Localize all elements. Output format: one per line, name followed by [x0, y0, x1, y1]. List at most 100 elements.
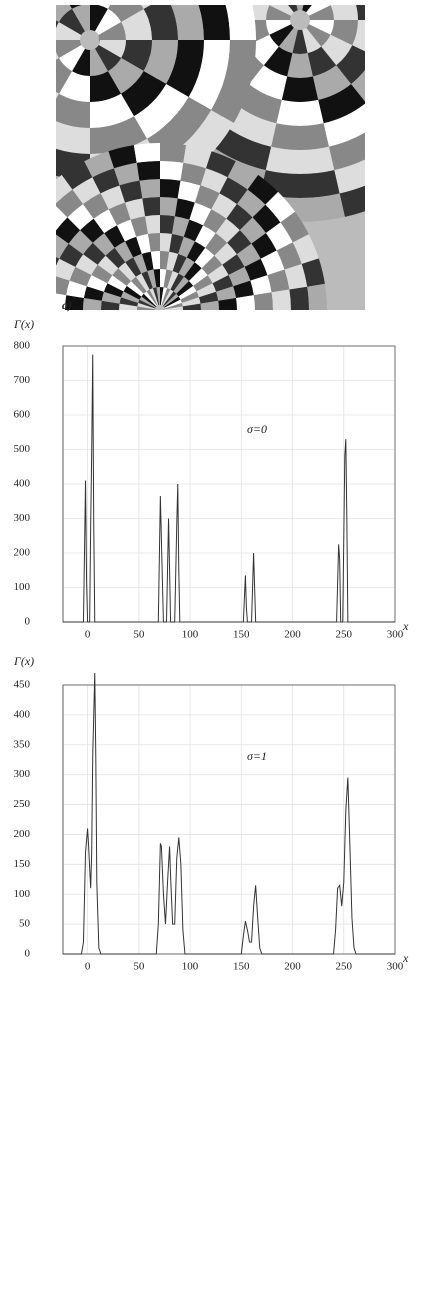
pattern-cell [330, 20, 359, 46]
pattern-cell [288, 5, 298, 13]
pattern-cell [214, 242, 237, 265]
pattern-cell [105, 247, 126, 269]
pattern-cell [164, 306, 183, 310]
pattern-cell [374, 0, 406, 20]
pattern-cell [260, 250, 285, 276]
pattern-cell [166, 251, 179, 271]
pattern-cell [254, 310, 273, 328]
pattern-cell [98, 5, 111, 9]
pattern-cell [92, 168, 120, 194]
pattern-cell [56, 257, 60, 266]
pattern-cell [396, 20, 421, 76]
pattern-cell [103, 283, 124, 298]
pattern-cell [146, 289, 158, 306]
pattern-cell [172, 253, 187, 274]
line [63, 354, 395, 623]
pattern-cell [136, 233, 151, 254]
pattern-cell [417, 0, 421, 20]
pattern-cell [292, 29, 308, 54]
pattern-cell [138, 312, 155, 321]
x-tick-label: 300 [387, 629, 404, 641]
pattern-cell [189, 202, 212, 226]
pattern-cell [356, 5, 365, 20]
pattern-cell [198, 5, 230, 40]
pattern-cell [130, 216, 148, 237]
pattern-cell [219, 177, 248, 204]
pattern-cell [67, 204, 94, 231]
pattern-cell [133, 253, 148, 274]
pattern-cell [56, 174, 73, 204]
pattern-cell [180, 291, 199, 303]
pattern-cell [237, 189, 266, 218]
pattern-cell [108, 145, 137, 169]
pattern-cell [247, 174, 279, 205]
pattern-cell [134, 84, 189, 139]
pattern-cell [302, 5, 312, 13]
pattern-cell [205, 233, 228, 256]
pattern-cell [172, 216, 190, 237]
pattern-cell [164, 312, 181, 323]
pattern-cell [228, 266, 251, 287]
pattern-cell [199, 316, 218, 328]
pattern-cell [56, 20, 59, 29]
pattern-cell [252, 204, 281, 233]
pattern-cell [56, 51, 59, 60]
pattern-cell [417, 20, 421, 87]
pattern-cell [165, 310, 183, 314]
pattern-cell [287, 53, 313, 78]
annotation: σ=0 [247, 422, 267, 436]
x-tick-label: 150 [233, 961, 250, 973]
pattern-cell [182, 314, 201, 323]
pattern-cell [336, 45, 365, 85]
pattern-cell [162, 314, 173, 331]
pattern-cell [138, 299, 156, 309]
pattern-cell [328, 132, 365, 171]
pattern-cell [186, 241, 206, 263]
pattern-cell [141, 271, 153, 290]
pattern-cell [83, 242, 106, 265]
pattern-cell [162, 291, 177, 307]
pattern-cell [236, 310, 255, 325]
pattern-cell [276, 242, 302, 270]
pattern-cell [307, 310, 327, 336]
pattern-cell [312, 65, 352, 100]
pattern-cell [18, 242, 43, 269]
pattern-cell [174, 198, 195, 220]
pattern-cell [68, 230, 93, 255]
y-axis-label: Γ(x) [13, 317, 34, 331]
y-axis-label: Γ(x) [13, 654, 34, 668]
x-tick-label: 200 [284, 629, 301, 641]
pattern-cell [216, 319, 236, 334]
pattern-cell [309, 5, 334, 20]
pattern-cell [215, 218, 240, 243]
pattern-cell [56, 5, 72, 22]
pattern-cell [66, 322, 87, 339]
pattern-cell [309, 20, 334, 35]
pattern-cell [72, 5, 90, 32]
pattern-cell [98, 22, 127, 40]
pattern-cell [145, 215, 160, 234]
pattern-cell [27, 222, 54, 250]
pattern-cell [143, 40, 178, 84]
pattern-cell [152, 287, 160, 306]
pattern-cell [266, 5, 291, 20]
pattern-cell [107, 275, 127, 292]
pattern-cell [225, 5, 257, 40]
pattern-cell [119, 180, 143, 203]
pattern-cell [166, 40, 204, 97]
pattern-cell [86, 275, 108, 292]
pattern-cell [0, 110, 20, 184]
x-tick-label: 50 [133, 961, 145, 973]
pattern-cell [211, 193, 237, 219]
y-tick-label: 150 [14, 858, 31, 870]
pattern-cell [281, 76, 319, 102]
pattern-cell [269, 5, 294, 16]
pattern-cell [141, 313, 156, 326]
pattern-cell [227, 230, 252, 255]
pattern-cell [271, 289, 292, 310]
pattern-cell [59, 243, 84, 267]
pattern-cell [200, 300, 220, 310]
pattern-cell [178, 257, 195, 277]
pattern-cell [160, 160, 184, 181]
pattern-cell [136, 329, 150, 347]
